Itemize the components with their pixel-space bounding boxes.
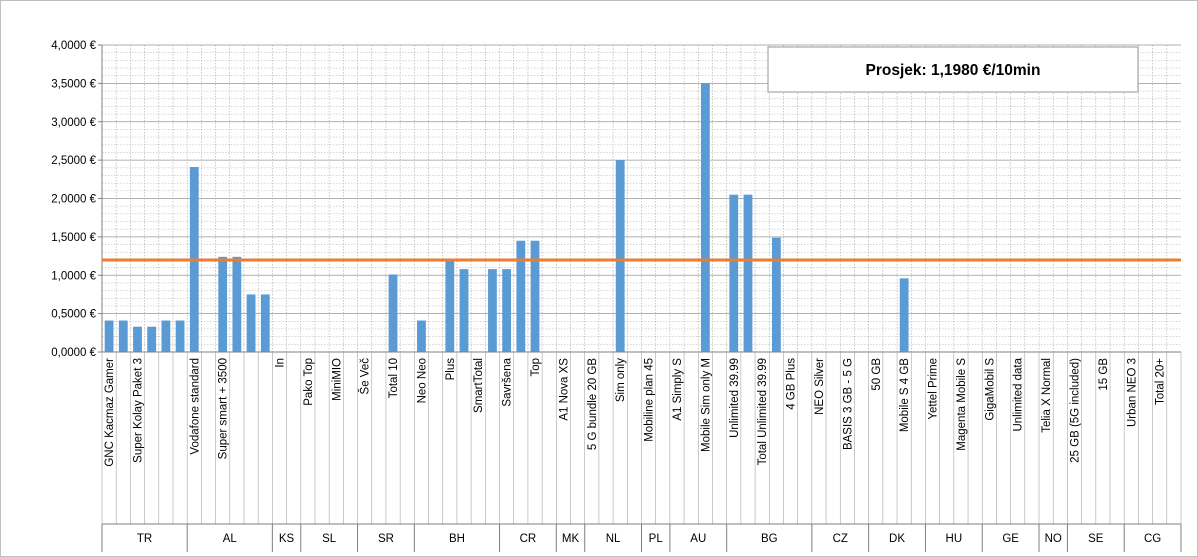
x-tick-label: Plus — [445, 358, 457, 381]
x-tick-label: 5 G bundle 20 GB — [587, 358, 599, 450]
annotation-text: Prosjek: 1,1980 €/10min — [866, 62, 1041, 79]
x-tick-label: GNC Kacmaz Gamer — [104, 358, 116, 467]
x-tick-label: Sim only — [615, 358, 627, 402]
y-tick-label: 3,5000 € — [51, 78, 96, 90]
group-label: MK — [562, 533, 580, 545]
bar — [175, 320, 185, 352]
group-label: TR — [137, 533, 152, 545]
x-tick-label: 25 GB (5G included) — [1070, 358, 1082, 463]
bar — [445, 261, 455, 352]
group-label: GE — [1002, 533, 1019, 545]
bar — [218, 256, 228, 352]
x-tick-label: Pako Top — [303, 358, 315, 406]
x-tick-label: A1 Simply S — [672, 358, 684, 421]
group-label: CZ — [833, 533, 848, 545]
group-label: CG — [1144, 533, 1161, 545]
y-tick-label: 2,5000 € — [51, 155, 96, 167]
bar — [700, 83, 710, 352]
y-tick-label: 1,0000 € — [51, 270, 96, 282]
bar — [729, 194, 739, 352]
x-tick-label: Mobiline plan 45 — [644, 358, 656, 442]
x-tick-label: Neo Neo — [416, 358, 428, 403]
x-tick-label: Yettel Prime — [928, 358, 940, 420]
bar — [118, 320, 128, 352]
y-tick-label: 2,0000 € — [51, 194, 96, 206]
x-tick-label: Total 10 — [388, 358, 400, 398]
group-label: BG — [761, 533, 778, 545]
y-tick-label: 3,0000 € — [51, 117, 96, 129]
x-tick-label: Savršena — [502, 357, 514, 406]
group-label: AL — [223, 533, 238, 545]
group-label: SE — [1088, 533, 1104, 545]
x-tick-label: Mobile Sim only M — [700, 358, 712, 452]
bar — [104, 320, 114, 352]
bar — [615, 160, 625, 352]
x-tick-label: 50 GB — [871, 358, 883, 391]
y-tick-label: 0,0000 € — [51, 347, 96, 359]
bar — [246, 294, 256, 352]
group-label: SR — [378, 533, 394, 545]
x-tick-label: Total Unlimited 39.99 — [757, 358, 769, 465]
group-label: KS — [279, 533, 295, 545]
bar — [232, 256, 242, 352]
x-tick-label: Magenta Mobile S — [956, 358, 968, 451]
bar — [743, 194, 753, 352]
bar — [161, 320, 171, 352]
group-label: SL — [322, 533, 337, 545]
y-tick-label: 1,5000 € — [51, 232, 96, 244]
x-tick-label: Unlimited data — [1013, 357, 1025, 431]
group-label: NL — [606, 533, 621, 545]
x-tick-label: NEO Silver — [814, 358, 826, 415]
x-tick-label: GigaMobil S — [984, 358, 996, 421]
x-tick-label: Mobile S 4 GB — [899, 358, 911, 432]
bar — [899, 278, 909, 352]
bar — [530, 240, 540, 352]
x-tick-label: A1 Nova XS — [558, 358, 570, 421]
group-label: HU — [946, 533, 963, 545]
x-tick-label: Urban NEO 3 — [1126, 358, 1138, 427]
x-tick-label: Unlimited 39.99 — [729, 358, 741, 438]
x-tick-label: In — [274, 358, 286, 368]
group-label: CR — [520, 533, 537, 545]
group-label: NO — [1045, 533, 1062, 545]
bar — [516, 240, 526, 352]
bar — [502, 269, 512, 352]
bar — [459, 269, 469, 352]
x-tick-label: Še Več — [359, 358, 372, 395]
group-label: BH — [449, 533, 465, 545]
x-tick-label: SmartTotal — [473, 358, 485, 413]
x-tick-label: Super smart + 3500 — [218, 358, 230, 459]
x-tick-label: Super Kolay Paket 3 — [132, 358, 144, 463]
x-tick-label: Vodafone standard — [189, 358, 201, 455]
x-tick-label: 4 GB Plus — [786, 358, 798, 410]
group-label: DK — [889, 533, 905, 545]
bar — [260, 294, 270, 352]
y-tick-label: 0,5000 € — [51, 309, 96, 321]
annotation-box — [767, 46, 1139, 93]
x-tick-label: 15 GB — [1098, 358, 1110, 391]
x-tick-label: Top — [530, 358, 542, 377]
bar — [771, 237, 781, 352]
y-tick-label: 4,0000 € — [51, 40, 96, 52]
bar — [388, 274, 398, 352]
x-tick-label: BASIS 3 GB - 5 G — [842, 358, 854, 450]
bar — [147, 326, 157, 352]
x-tick-label: Telia X Normal — [1041, 358, 1053, 433]
bar — [417, 320, 426, 352]
x-tick-label: MiniMIO — [331, 358, 343, 401]
group-label: PL — [649, 533, 664, 545]
bar — [133, 326, 142, 352]
x-tick-label: Total 20+ — [1155, 358, 1167, 405]
bar — [488, 269, 497, 352]
group-label: AU — [690, 533, 706, 545]
